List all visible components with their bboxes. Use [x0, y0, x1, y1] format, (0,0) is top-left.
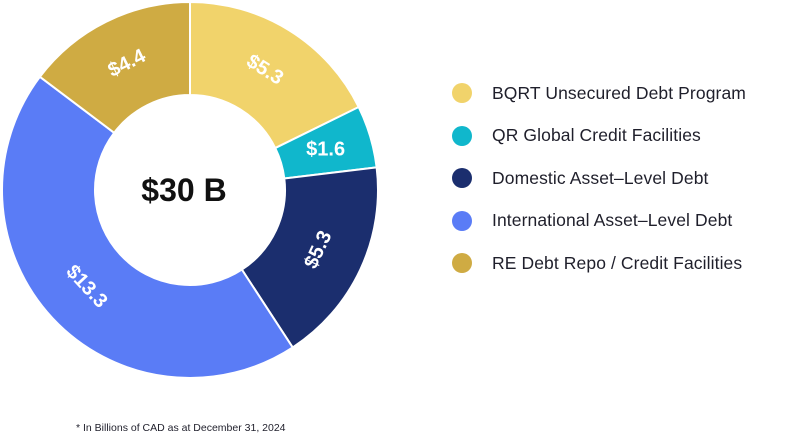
legend-label-domestic: Domestic Asset–Level Debt [492, 167, 709, 188]
donut-slice-domestic-asset-level-debt [240, 166, 379, 349]
legend-label-international: International Asset–Level Debt [492, 210, 733, 231]
chart-footnote: * In Billions of CAD as at December 31, … [76, 422, 286, 434]
donut-slice-bqrt-unsecured-debt-program [189, 0, 361, 150]
legend-swatch-bqrt [452, 83, 472, 104]
center-total-label: $30 B [141, 172, 226, 208]
slice-value-label-qr-global-credit-facilities: $1.6 [306, 139, 345, 161]
donut-slice-international-asset-level-debt [1, 75, 295, 379]
legend-item-domestic: Domestic Asset–Level Debt [452, 157, 782, 200]
legend-item-qr-global: QR Global Credit Facilities [452, 115, 782, 158]
chart-legend: BQRT Unsecured Debt Program QR Global Cr… [452, 72, 782, 285]
donut-slice-re-debt-repo-credit-facilities [38, 0, 191, 135]
legend-label-bqrt: BQRT Unsecured Debt Program [492, 82, 746, 103]
legend-swatch-international [452, 210, 472, 231]
legend-item-international: International Asset–Level Debt [452, 200, 782, 243]
legend-swatch-qr-global [452, 125, 472, 146]
legend-label-qr-global: QR Global Credit Facilities [492, 125, 701, 146]
legend-label-re-debt: RE Debt Repo / Credit Facilities [492, 252, 743, 273]
legend-item-re-debt: RE Debt Repo / Credit Facilities [452, 242, 782, 285]
legend-item-bqrt: BQRT Unsecured Debt Program [452, 72, 782, 115]
legend-swatch-domestic [452, 168, 472, 189]
donut-slices [1, 0, 379, 379]
legend-swatch-re-debt [452, 253, 472, 274]
